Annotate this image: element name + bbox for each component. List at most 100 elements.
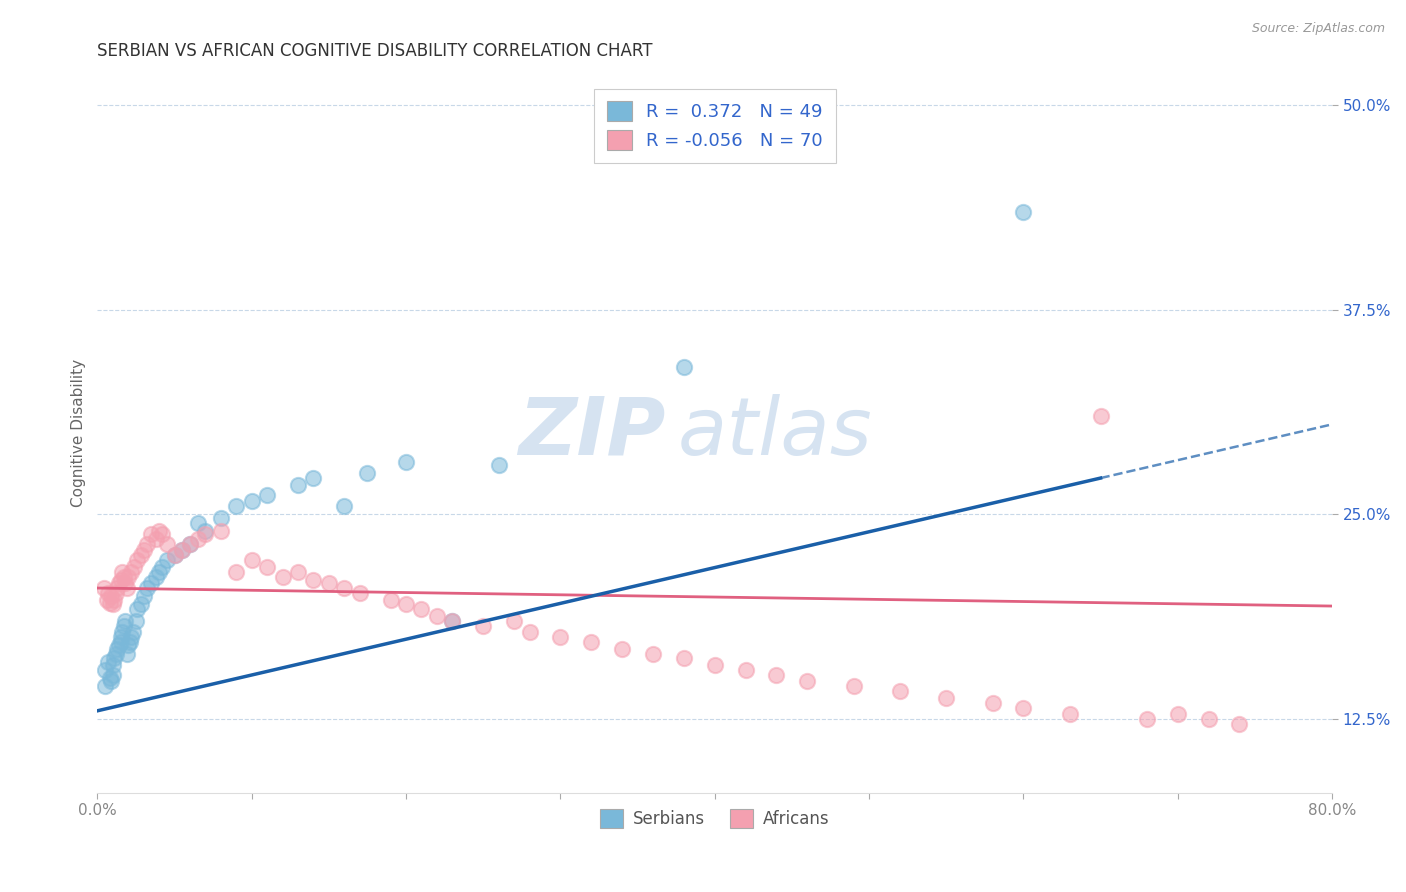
Point [256,559,278,574]
Legend: Serbians, Africans: Serbians, Africans [593,803,837,835]
Point [93,581,115,595]
Point [125,614,148,628]
Point [156,553,179,567]
Point [734,663,756,677]
Point [148,565,170,579]
Point [287,565,309,579]
Point [1229,717,1251,731]
Point [118,635,141,649]
Point [581,635,603,649]
Point [550,630,572,644]
Point [1136,712,1159,726]
Point [94,679,117,693]
Point [333,581,356,595]
Point [519,625,541,640]
Point [94,663,117,677]
Point [302,471,325,485]
Point [1167,707,1189,722]
Text: atlas: atlas [678,393,873,472]
Point [111,565,134,579]
Point [703,657,725,672]
Point [141,527,163,541]
Point [156,537,179,551]
Point [411,602,433,616]
Point [108,576,131,591]
Point [179,537,201,551]
Point [441,614,464,628]
Point [271,569,294,583]
Point [127,553,149,567]
Point [796,674,818,689]
Point [96,592,118,607]
Point [981,696,1004,710]
Point [100,674,122,689]
Point [135,537,157,551]
Point [318,576,340,591]
Point [194,524,217,538]
Point [380,592,402,607]
Point [117,638,139,652]
Point [163,549,186,563]
Point [240,494,263,508]
Point [172,543,194,558]
Point [127,602,149,616]
Point [672,651,695,665]
Point [472,618,495,632]
Point [145,569,167,583]
Point [108,638,131,652]
Point [129,549,152,563]
Point [107,641,129,656]
Point [194,527,217,541]
Point [114,614,136,628]
Text: Source: ZipAtlas.com: Source: ZipAtlas.com [1251,22,1385,36]
Point [1059,707,1081,722]
Point [101,598,124,612]
Point [97,655,120,669]
Point [101,657,124,672]
Point [426,608,449,623]
Point [356,467,378,481]
Point [349,586,371,600]
Point [104,586,127,600]
Point [209,524,232,538]
Point [132,543,155,558]
Point [610,641,633,656]
Point [110,573,132,587]
Point [150,559,173,574]
Point [120,630,142,644]
Point [112,569,135,583]
Point [104,647,127,661]
Point [111,625,134,640]
Point [1012,204,1035,219]
Point [98,596,121,610]
Point [132,589,155,603]
Point [765,668,787,682]
Point [179,537,201,551]
Point [256,488,278,502]
Point [163,549,186,563]
Point [135,581,157,595]
Point [124,559,146,574]
Point [209,510,232,524]
Point [121,625,143,640]
Point [117,569,139,583]
Point [110,635,132,649]
Point [240,553,263,567]
Point [488,458,510,473]
Point [287,478,309,492]
Point [97,586,120,600]
Point [129,598,152,612]
Point [1012,700,1035,714]
Text: ZIP: ZIP [517,393,665,472]
Text: SERBIAN VS AFRICAN COGNITIVE DISABILITY CORRELATION CHART: SERBIAN VS AFRICAN COGNITIVE DISABILITY … [97,42,652,60]
Y-axis label: Cognitive Disability: Cognitive Disability [72,359,86,507]
Point [395,598,418,612]
Point [107,581,129,595]
Point [141,576,163,591]
Point [187,516,209,530]
Point [1198,712,1220,726]
Point [120,565,142,579]
Point [672,360,695,375]
Point [115,581,138,595]
Point [225,499,247,513]
